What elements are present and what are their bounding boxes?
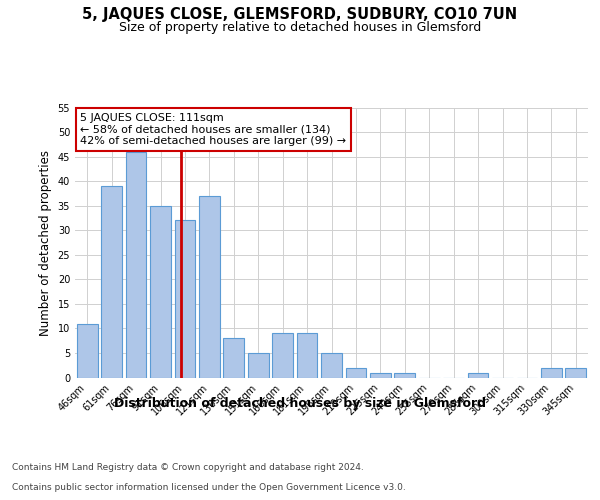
Bar (272, 334, 293, 378)
Bar (150, 206, 171, 378)
Text: 5, JAQUES CLOSE, GLEMSFORD, SUDBURY, CO10 7UN: 5, JAQUES CLOSE, GLEMSFORD, SUDBURY, CO1… (82, 8, 518, 22)
Bar (101, 186, 122, 378)
Bar (223, 338, 244, 378)
Bar (346, 368, 367, 378)
Bar (321, 353, 342, 378)
Text: Contains HM Land Registry data © Crown copyright and database right 2024.: Contains HM Land Registry data © Crown c… (12, 464, 364, 472)
Bar (296, 334, 317, 378)
Bar (248, 353, 269, 378)
Bar (77, 324, 98, 378)
Bar (394, 372, 415, 378)
Bar (175, 220, 196, 378)
Bar (199, 196, 220, 378)
Text: Size of property relative to detached houses in Glemsford: Size of property relative to detached ho… (119, 22, 481, 35)
Text: Distribution of detached houses by size in Glemsford: Distribution of detached houses by size … (114, 398, 486, 410)
Bar (125, 152, 146, 378)
Text: Contains public sector information licensed under the Open Government Licence v3: Contains public sector information licen… (12, 484, 406, 492)
Bar (541, 368, 562, 378)
Bar (467, 372, 488, 378)
Bar (565, 368, 586, 378)
Text: 5 JAQUES CLOSE: 111sqm
← 58% of detached houses are smaller (134)
42% of semi-de: 5 JAQUES CLOSE: 111sqm ← 58% of detached… (80, 113, 346, 146)
Bar (370, 372, 391, 378)
Y-axis label: Number of detached properties: Number of detached properties (39, 150, 52, 336)
